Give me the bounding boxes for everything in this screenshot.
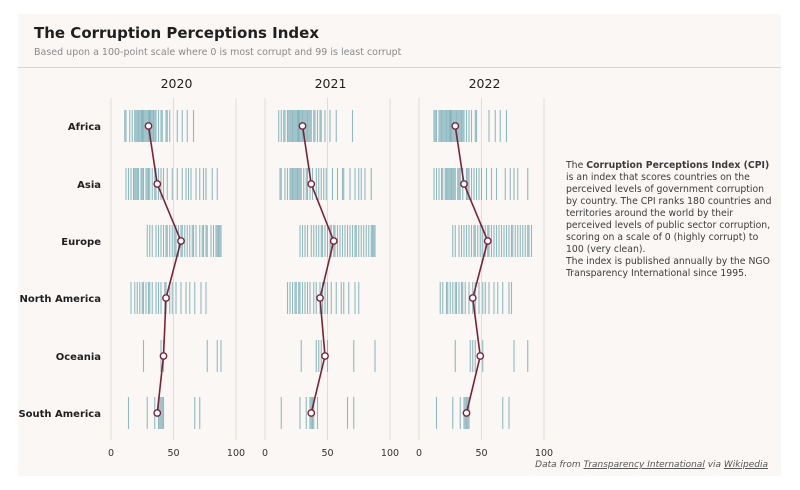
mean-marker	[329, 237, 338, 245]
region-label: Africa	[68, 122, 101, 133]
region-label: South America	[18, 409, 101, 420]
x-tick-label: 50	[321, 448, 333, 459]
chart-subtitle: Based upon a 100-point scale where 0 is …	[34, 47, 402, 58]
source-link-wikipedia[interactable]: Wikipedia	[723, 460, 768, 470]
mean-marker	[321, 352, 329, 360]
mean-marker	[177, 237, 185, 245]
mean-line	[301, 125, 335, 414]
description-body: is an index that scores countries on the…	[566, 172, 772, 255]
mean-marker	[153, 180, 162, 188]
mean-marker	[462, 409, 471, 417]
mean-marker	[144, 122, 153, 130]
x-tick-label: 0	[262, 448, 268, 459]
x-tick-label: 100	[227, 448, 245, 459]
x-tick-label: 0	[108, 448, 114, 459]
description-lead: The	[566, 160, 587, 171]
source-prefix: Data from	[535, 460, 584, 470]
mean-marker	[451, 122, 460, 130]
mean-marker	[460, 180, 468, 188]
chart-card	[18, 14, 781, 476]
x-tick-label: 100	[381, 448, 399, 459]
panel-year-label: 2022	[469, 76, 501, 91]
description-panel: The Corruption Perceptions Index (CPI) i…	[566, 160, 772, 280]
mean-marker	[162, 294, 170, 302]
x-tick-label: 0	[416, 448, 422, 459]
mean-marker	[153, 409, 162, 417]
source-credit: Data from Transparency International via…	[535, 460, 768, 470]
mean-marker	[307, 180, 316, 188]
region-label: Asia	[77, 180, 101, 191]
source-via: via	[704, 460, 724, 470]
header-divider	[18, 67, 781, 68]
x-tick-label: 100	[535, 448, 553, 459]
mean-line	[454, 125, 489, 414]
description-term: Corruption Perceptions Index (CPI)	[586, 160, 770, 171]
x-tick-label: 50	[475, 448, 487, 459]
panel-year-label: 2020	[161, 76, 193, 91]
mean-marker	[307, 409, 316, 417]
x-tick-label: 50	[167, 448, 179, 459]
region-label: Europe	[61, 237, 101, 248]
region-label: North America	[19, 294, 101, 305]
mean-marker	[476, 352, 485, 360]
mean-line	[147, 125, 182, 414]
mean-marker	[468, 294, 477, 302]
mean-marker	[159, 352, 168, 360]
mean-marker	[298, 122, 307, 130]
region-label: Oceania	[56, 352, 101, 363]
mean-marker	[316, 294, 324, 302]
source-link-ti[interactable]: Transparency International	[583, 460, 705, 470]
description-history: The index is published annually by the N…	[566, 256, 770, 279]
mean-marker	[483, 237, 492, 245]
chart-title: The Corruption Perceptions Index	[34, 24, 320, 42]
panel-year-label: 2021	[315, 76, 347, 91]
